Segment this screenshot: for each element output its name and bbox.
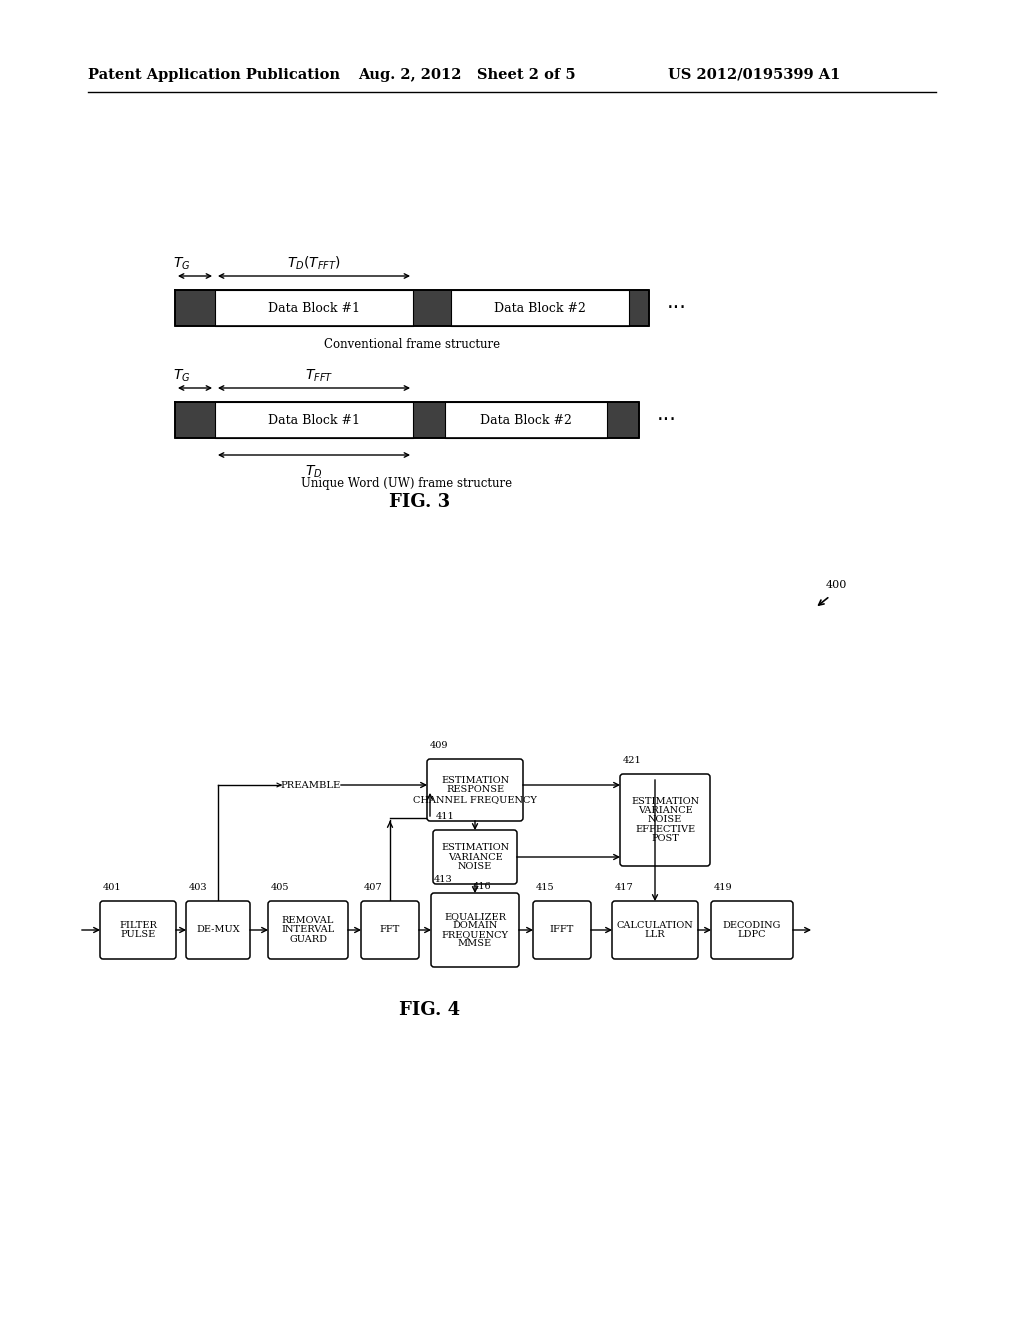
Bar [175,290,649,326]
Text: US 2012/0195399 A1: US 2012/0195399 A1 [668,69,841,82]
Text: 417: 417 [615,883,634,892]
Text: $T_D(T_{FFT})$: $T_D(T_{FFT})$ [287,255,341,272]
Text: 411: 411 [436,812,455,821]
FancyBboxPatch shape [534,902,591,960]
Text: $T_D$: $T_D$ [305,465,323,480]
Text: Data Block #1: Data Block #1 [268,301,360,314]
Text: Data Block #2: Data Block #2 [494,301,586,314]
Text: $T_{FFT}$: $T_{FFT}$ [305,367,333,384]
Text: $T_G$: $T_G$ [173,367,190,384]
FancyBboxPatch shape [186,902,250,960]
Text: 401: 401 [103,883,122,892]
Text: LDPC: LDPC [737,931,766,939]
Text: 413: 413 [434,875,453,884]
Text: 405: 405 [271,883,290,892]
Text: Aug. 2, 2012   Sheet 2 of 5: Aug. 2, 2012 Sheet 2 of 5 [358,69,575,82]
Text: Data Block #1: Data Block #1 [268,413,360,426]
Text: 421: 421 [623,756,642,766]
Text: Conventional frame structure: Conventional frame structure [324,338,500,351]
Bar [215,403,413,438]
FancyBboxPatch shape [431,894,519,968]
Text: MMSE: MMSE [458,939,493,948]
Text: Data Block #2: Data Block #2 [480,413,572,426]
Text: ESTIMATION: ESTIMATION [631,797,699,807]
Text: DECODING: DECODING [723,921,781,931]
Text: RESPONSE: RESPONSE [445,785,504,795]
Text: POST: POST [651,834,679,842]
Text: REMOVAL: REMOVAL [282,916,334,925]
Text: Unique Word (UW) frame structure: Unique Word (UW) frame structure [301,478,513,491]
Text: INTERVAL: INTERVAL [282,925,335,935]
FancyBboxPatch shape [711,902,793,960]
Text: DOMAIN: DOMAIN [453,921,498,931]
FancyBboxPatch shape [268,902,348,960]
Text: ESTIMATION: ESTIMATION [441,776,509,785]
Text: FREQUENCY: FREQUENCY [441,931,509,939]
Text: CALCULATION: CALCULATION [616,921,693,931]
FancyBboxPatch shape [100,902,176,960]
Bar [445,403,607,438]
Text: PREAMBLE: PREAMBLE [280,780,340,789]
Text: 415: 415 [536,883,555,892]
Text: $T_G$: $T_G$ [173,256,190,272]
Text: FFT: FFT [380,925,400,935]
Text: FIG. 3: FIG. 3 [389,492,451,511]
Text: EQUALIZER: EQUALIZER [444,912,506,921]
FancyBboxPatch shape [427,759,523,821]
Text: 403: 403 [189,883,208,892]
Text: ESTIMATION: ESTIMATION [441,843,509,853]
Text: 409: 409 [430,741,449,750]
Text: LLR: LLR [645,931,666,939]
Text: 419: 419 [714,883,732,892]
Text: 416: 416 [473,882,492,891]
Text: 407: 407 [364,883,383,892]
FancyBboxPatch shape [433,830,517,884]
Bar [175,403,639,438]
Text: EFFECTIVE: EFFECTIVE [635,825,695,834]
Text: CHANNEL FREQUENCY: CHANNEL FREQUENCY [413,795,537,804]
Text: Patent Application Publication: Patent Application Publication [88,69,340,82]
Text: PULSE: PULSE [121,931,156,939]
Text: VARIANCE: VARIANCE [638,807,692,816]
FancyBboxPatch shape [620,774,710,866]
Text: FIG. 4: FIG. 4 [399,1001,461,1019]
Text: DE-MUX: DE-MUX [197,925,240,935]
FancyBboxPatch shape [612,902,698,960]
Text: NOISE: NOISE [648,816,682,825]
Bar [451,290,629,326]
Text: NOISE: NOISE [458,862,493,871]
Text: IFFT: IFFT [550,925,574,935]
Text: ···: ··· [667,298,687,318]
Bar [215,290,413,326]
Text: ···: ··· [657,411,677,430]
FancyBboxPatch shape [361,902,419,960]
Text: 400: 400 [826,579,848,590]
Text: VARIANCE: VARIANCE [447,853,503,862]
Text: FILTER: FILTER [119,921,157,931]
Text: GUARD: GUARD [289,935,327,944]
